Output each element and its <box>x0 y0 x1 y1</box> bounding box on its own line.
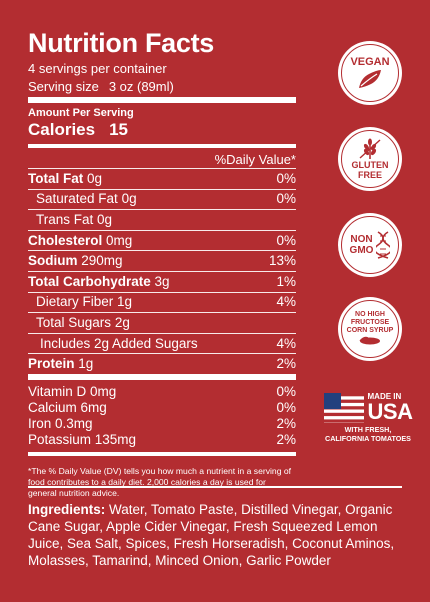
vitamin-rows: Vitamin D 0mg 0% Calcium 6mg 0% Iron 0.3mg 2%… <box>28 384 296 448</box>
gluten-free-badge: GLUTEN FREE <box>338 127 402 191</box>
non-gmo-badge: NON GMO <box>338 213 402 277</box>
no-hfcs-badge: NO HIGH FRUCTOSE CORN SYRUP <box>338 297 402 361</box>
daily-value-percent: 2% <box>276 431 296 447</box>
wheat-icon <box>359 138 381 159</box>
usa-text: USA <box>367 399 413 424</box>
calories-label: Calories <box>28 120 96 139</box>
nutrient-amount: 0g <box>97 211 113 227</box>
daily-value-footnote: *The % Daily Value (DV) tells you how mu… <box>28 465 292 498</box>
nutrient-row: Protein 1g 2% <box>28 353 296 374</box>
nutrient-name: Total Fat <box>28 170 84 186</box>
daily-value-header: %Daily Value* <box>214 152 296 167</box>
ingredients-block: Ingredients: Water, Tomato Paste, Distil… <box>28 501 408 569</box>
daily-value-percent: 0% <box>276 383 296 399</box>
ingredients-text: Water, Tomato Paste, Distilled Vinegar, … <box>28 502 395 568</box>
vitamin-name: Iron 0.3mg <box>28 415 93 431</box>
non-text: NON <box>350 234 373 245</box>
with-fresh-text: WITH FRESH, <box>344 425 392 434</box>
amount-per-serving: Amount Per Serving <box>28 107 134 119</box>
calories-row: Calories 15 <box>28 120 296 140</box>
nutrient-row: Total Carbohydrate 3g 1% <box>28 270 296 292</box>
serving-size-value: 3 oz (89ml) <box>108 79 174 94</box>
thick-divider <box>28 97 296 103</box>
nutrient-row: Cholesterol 0mg 0% <box>28 229 296 251</box>
nutrient-name: Total Sugars <box>36 314 112 330</box>
us-flag-icon <box>323 392 364 423</box>
daily-value-percent: 4% <box>276 335 296 351</box>
servings-per-container: 4 servings per container <box>28 61 167 76</box>
gluten-text: GLUTEN <box>351 160 389 170</box>
thick-divider <box>28 373 296 380</box>
medium-divider <box>28 451 296 456</box>
made-in-usa-badge: MADE IN USA WITH FRESH, CALIFORNIA TOMAT… <box>318 392 418 454</box>
nutrient-name: Cholesterol <box>28 232 103 248</box>
vitamin-row: Vitamin D 0mg 0% <box>28 384 296 400</box>
nutrient-row: Trans Fat 0g <box>28 209 296 230</box>
calories-value: 15 <box>109 120 129 139</box>
free-text: FREE <box>357 170 382 180</box>
nutrient-row: Sodium 290mg 13% <box>28 250 296 271</box>
nutrient-row: Saturated Fat 0g 0% <box>28 188 296 210</box>
nutrient-amount: 1g <box>117 294 133 310</box>
vegan-badge: VEGAN <box>338 41 402 105</box>
nutrient-name: Total Carbohydrate <box>28 273 151 289</box>
nutrient-name: Dietary Fiber <box>36 294 114 310</box>
nutrient-row: Includes 2g Added Sugars 4% <box>28 332 296 354</box>
nutrient-row: Dietary Fiber 1g 4% <box>28 291 296 313</box>
ingredients-divider <box>28 486 402 488</box>
nutrient-row: Total Fat 0g 0% <box>28 168 296 189</box>
nutrient-amount: 0g <box>121 191 137 207</box>
serving-size-label: Serving size <box>28 79 99 94</box>
daily-value-percent: 1% <box>276 273 296 289</box>
nutrition-title: Nutrition Facts <box>28 28 215 58</box>
nutrient-amount: 0g <box>87 170 103 186</box>
nutrient-amount: 3g <box>154 273 170 289</box>
dna-icon <box>376 231 391 259</box>
fructose-text: FRUCTOSE <box>350 319 390 326</box>
nutrient-rows: Total Fat 0g 0% Saturated Fat 0g 0% Trans Fa… <box>28 168 296 374</box>
daily-value-percent: 13% <box>268 253 296 269</box>
corn-syrup-text: CORN SYRUP <box>346 327 394 334</box>
gmo-text: GMO <box>349 245 374 256</box>
vegan-text: VEGAN <box>350 56 390 68</box>
nutrient-name: Includes 2g Added Sugars <box>40 335 198 351</box>
vitamin-name: Calcium 6mg <box>28 399 107 415</box>
nutrition-facts-panel: Nutrition Facts 4 servings per container… <box>28 28 296 499</box>
daily-value-percent: 2% <box>276 356 296 372</box>
leaf-icon <box>359 70 381 88</box>
daily-value-percent: 0% <box>276 191 296 207</box>
nutrient-name: Protein <box>28 356 75 372</box>
medium-divider <box>28 144 296 148</box>
nutrient-amount: 0mg <box>106 232 133 248</box>
california-tomatoes-text: CALIFORNIA TOMATOES <box>325 434 411 443</box>
daily-value-percent: 0% <box>276 170 296 186</box>
vitamin-row: Calcium 6mg 0% <box>28 400 296 416</box>
daily-value-percent: 2% <box>276 415 296 431</box>
nutrient-amount: 1g <box>78 356 94 372</box>
vitamin-name: Potassium 135mg <box>28 431 137 447</box>
vitamin-row: Potassium 135mg 2% <box>28 432 296 448</box>
corn-icon <box>359 336 380 345</box>
nutrient-amount: 290mg <box>81 253 123 269</box>
vitamin-row: Iron 0.3mg 2% <box>28 416 296 432</box>
daily-value-percent: 0% <box>276 232 296 248</box>
no-high-text: NO HIGH <box>355 311 385 318</box>
daily-value-percent: 4% <box>276 294 296 310</box>
daily-value-percent: 0% <box>276 399 296 415</box>
nutrient-row: Total Sugars 2g <box>28 312 296 333</box>
nutrient-name: Saturated Fat <box>36 191 118 207</box>
nutrient-name: Trans Fat <box>36 211 94 227</box>
nutrient-amount: 2g <box>114 314 130 330</box>
serving-size: Serving size 3 oz (89ml) <box>28 79 296 94</box>
nutrient-name: Sodium <box>28 253 78 269</box>
made-in-text: MADE IN <box>367 392 402 401</box>
ingredients-label: Ingredients: <box>28 502 106 517</box>
vitamin-name: Vitamin D 0mg <box>28 383 117 399</box>
